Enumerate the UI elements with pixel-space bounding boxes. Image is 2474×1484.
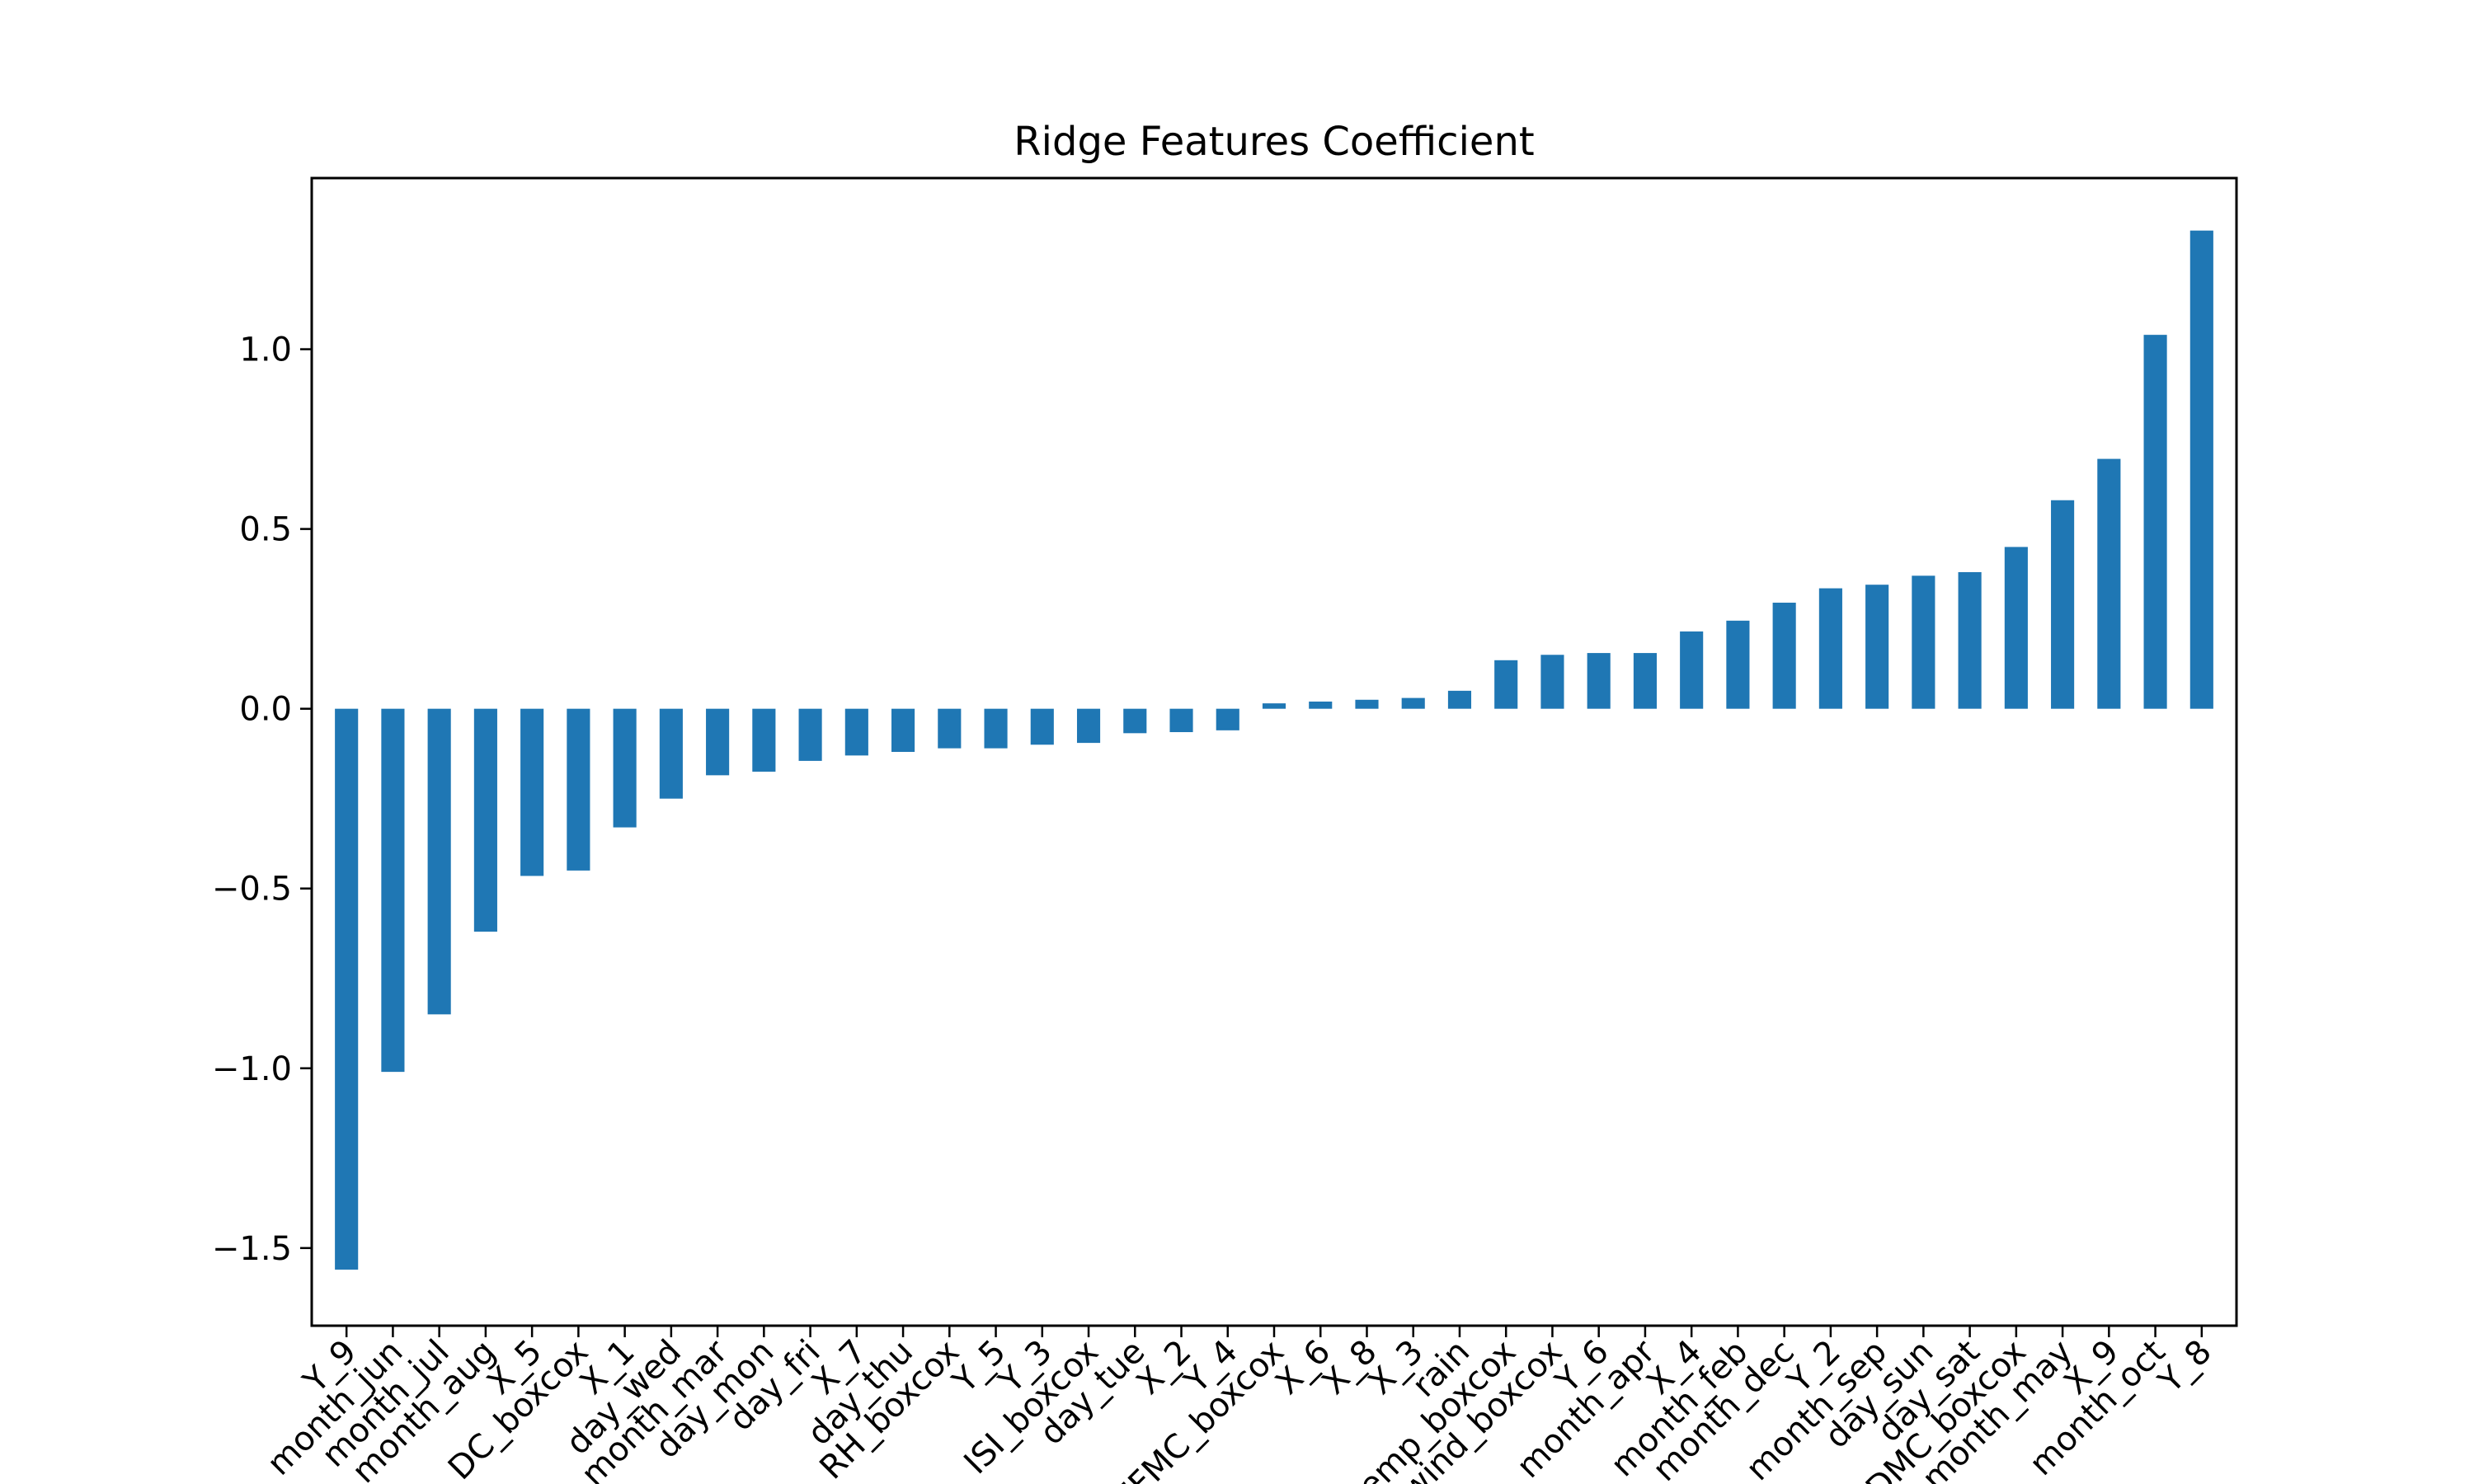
bar-month_aug	[473, 708, 497, 932]
bar-DMC_boxcox	[2004, 547, 2028, 709]
bar-X_7	[844, 708, 868, 756]
bar-Y_3	[1030, 708, 1054, 745]
bar-month_feb	[1726, 620, 1750, 709]
bar-day_thu	[891, 708, 915, 752]
bar-day_wed	[659, 708, 683, 799]
bar-X_9	[2097, 458, 2121, 709]
bar-X_5	[520, 708, 544, 876]
bar-FFMC_boxcox	[1262, 703, 1286, 709]
x-tick-label: Y_8	[2151, 1333, 2219, 1402]
bar-temp_boxcox	[1494, 660, 1518, 709]
bar-day_sun	[1912, 575, 1935, 709]
bar-month_jul	[427, 708, 451, 1015]
bar-month_mar	[706, 708, 730, 776]
bar-X_8	[1355, 699, 1379, 709]
bar-X_2	[1169, 708, 1193, 733]
y-tick-label: −1.5	[212, 1230, 292, 1268]
bar-month_may	[2051, 500, 2075, 709]
bar-month_jun	[381, 708, 405, 1073]
y-tick-label: 0.5	[239, 511, 292, 549]
bar-month_dec	[1772, 603, 1796, 709]
bar-day_mon	[752, 708, 776, 772]
bar-day_fri	[798, 708, 822, 761]
bar-Y_6	[1587, 653, 1611, 709]
bar-X_4	[1680, 631, 1704, 709]
bar-month_oct	[2143, 335, 2167, 709]
bar-day_tue	[1123, 708, 1147, 734]
bar-ISI_boxcox	[1076, 708, 1101, 744]
y-tick-label: −0.5	[212, 871, 292, 909]
y-axis: −1.5 −1.0 −0.5 0.0 0.5 1.0	[212, 331, 312, 1268]
x-axis: Y_9month_junmonth_julmonth_augX_5DC_boxc…	[260, 1326, 2219, 1484]
bar-month_apr	[1633, 653, 1657, 709]
bar-Y_8	[2189, 230, 2213, 709]
bar-month_sep	[1865, 585, 1889, 709]
y-tick-label: −1.0	[212, 1050, 292, 1088]
bar-X_6	[1309, 701, 1333, 709]
y-tick-label: 0.0	[239, 691, 292, 729]
bar-X_1	[613, 708, 637, 828]
bar-Y_2	[1818, 588, 1842, 709]
bar-X_3	[1401, 697, 1425, 709]
bar-RH_boxcox	[938, 708, 962, 749]
plot-frame	[310, 176, 2238, 1327]
bar-wind_boxcox	[1540, 655, 1564, 709]
bar-Y_9	[335, 708, 359, 1270]
bar-Y_4	[1216, 708, 1239, 730]
y-tick-label: 1.0	[239, 331, 292, 369]
bar-Y_5	[984, 708, 1008, 749]
bar-rain	[1447, 690, 1472, 709]
bar-DC_boxcox	[567, 708, 590, 871]
bars-group	[335, 230, 2213, 1270]
chart-title: Ridge Features Coefficient	[1014, 119, 1534, 165]
bar-day_sat	[1958, 571, 1982, 709]
